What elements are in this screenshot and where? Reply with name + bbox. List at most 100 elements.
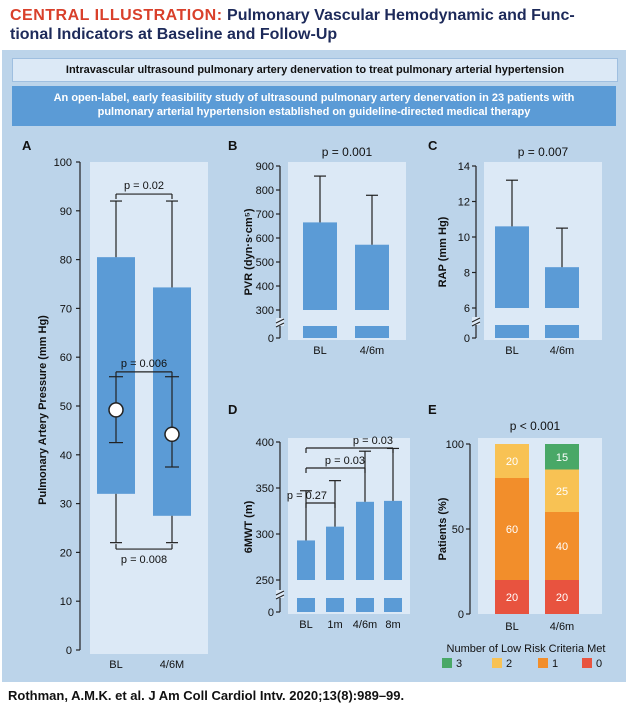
- panel-a-ytick-label: 50: [60, 401, 72, 413]
- panel-d-pvalue-2: p = 0.03: [353, 435, 393, 447]
- panel-e-segment-1-2: [545, 469, 579, 512]
- panel-d-ytick-label: 0: [268, 607, 274, 619]
- panel-b-ytick-label: 400: [256, 281, 274, 293]
- panel-d-xtick-label: 8m: [385, 619, 400, 631]
- panel-d-ylabel: 6MWT (m): [243, 500, 255, 553]
- panel-c-ylabel: RAP (mm Hg): [437, 216, 449, 287]
- panel-c-ytick-label: 0: [464, 333, 470, 345]
- panel-b-xtick-label: 4/6m: [360, 345, 384, 357]
- panel-c-bar-1: [545, 267, 579, 308]
- legend-swatch-0: [582, 658, 592, 668]
- panel-b-bar-base-1: [355, 326, 389, 338]
- panel-letter-E: E: [428, 402, 437, 417]
- panel-a-pvalue-2: p = 0.006: [121, 358, 167, 370]
- panel-a-pvalue-1: p = 0.02: [124, 180, 164, 192]
- panel-d-ytick-label: 250: [256, 575, 274, 587]
- panel-e-segment-1-3: [545, 444, 579, 470]
- header: CENTRAL ILLUSTRATION: Pulmonary Vascular…: [0, 0, 628, 46]
- panel-d-axis-gap: [276, 590, 284, 598]
- panel-e-xtick-label: BL: [505, 621, 518, 633]
- panel-d-xtick-label: 4/6m: [353, 619, 377, 631]
- legend-label-1: 1: [552, 658, 558, 670]
- panel-c-xtick-label: 4/6m: [550, 345, 574, 357]
- panel-d-pvalue-0: p = 0.27: [287, 490, 327, 502]
- panel-b-ytick-label: 600: [256, 233, 274, 245]
- illustration-label: CENTRAL ILLUSTRATION:: [10, 7, 223, 24]
- banner-study-description: An open-label, early feasibility study o…: [12, 86, 616, 126]
- panel-a-xtick-label: BL: [109, 659, 122, 671]
- banner-line-1: An open-label, early feasibility study o…: [53, 92, 575, 104]
- panel-letter-D: D: [228, 402, 237, 417]
- panel-e-segment-label: 60: [506, 524, 518, 536]
- panel-d-axis-break-1: [275, 590, 285, 596]
- panel-a-ytick-label: 60: [60, 352, 72, 364]
- legend-label-0: 0: [596, 658, 602, 670]
- illustration-title-text: Pulmonary Vascular Hemodynamic and Func-…: [10, 7, 575, 43]
- panel-d-bar-1: [326, 526, 344, 580]
- panel-e-ytick-label: 0: [458, 609, 464, 621]
- panel-a-ytick-label: 100: [54, 157, 72, 169]
- panel-e-segment-0-2: [495, 444, 529, 478]
- panel-letter-B: B: [228, 138, 237, 153]
- panel-a-pvalue-3: p = 0.008: [121, 554, 167, 566]
- panel-c-axis-gap: [472, 317, 480, 325]
- panel-e-segment-label: 40: [556, 541, 568, 553]
- panel-c-axis-break-2: [471, 321, 481, 327]
- panel-a-ytick-label: 30: [60, 499, 72, 511]
- panel-e-segment-1-1: [545, 512, 579, 580]
- panel-e-segment-0-1: [495, 478, 529, 580]
- panel-b-bar-1: [355, 244, 389, 310]
- legend-label-2: 2: [506, 658, 512, 670]
- panel-a-ytick-label: 0: [66, 645, 72, 657]
- panel-a-ylabel: Pulmonary Artery Pressure (mm Hg): [37, 315, 49, 505]
- panel-c-ytick-label: 14: [458, 161, 470, 173]
- panel-d-xtick-label: BL: [299, 619, 312, 631]
- panel-d-ytick-label: 300: [256, 529, 274, 541]
- panel-a-xtick-label: 4/6M: [160, 659, 184, 671]
- panel-a-ytick-label: 90: [60, 206, 72, 218]
- panel-c-title: p = 0.007: [518, 145, 569, 159]
- panel-c-ytick-label: 6: [464, 303, 470, 315]
- panel-c-xtick-label: BL: [505, 345, 518, 357]
- panel-d-bar-2: [356, 501, 374, 580]
- panel-b-ytick-label: 800: [256, 185, 274, 197]
- panel-e-segment-1-0: [545, 580, 579, 614]
- panel-a-ytick-label: 70: [60, 303, 72, 315]
- panel-d-bar-0: [297, 540, 315, 580]
- panel-e-xtick-label: 4/6m: [550, 621, 574, 633]
- panel-c-axis-break-1: [471, 317, 481, 323]
- panel-c-bar-base-0: [495, 325, 529, 338]
- panel-b-ytick-label: 900: [256, 161, 274, 173]
- legend-title: Number of Low Risk Criteria Met: [447, 643, 606, 655]
- panel-b-ytick-label: 500: [256, 257, 274, 269]
- panel-b-bar-0: [303, 222, 337, 310]
- panel-d-ytick-label: 400: [256, 437, 274, 449]
- legend-swatch-2: [492, 658, 502, 668]
- panel-e-ylabel: Patients (%): [437, 497, 449, 560]
- panel-d-axis-break-2: [275, 594, 285, 600]
- panel-d-ytick-label: 350: [256, 483, 274, 495]
- panel-letter-A: A: [22, 138, 32, 153]
- panel-d-bar-base-2: [356, 598, 374, 612]
- banner-line-2: pulmonary arterial hypertension establis…: [97, 106, 531, 118]
- panel-e-segment-label: 20: [506, 456, 518, 468]
- panel-e-segment-label: 20: [556, 592, 568, 604]
- panel-a-mean-marker-0: [108, 402, 124, 418]
- central-illustration-title: CENTRAL ILLUSTRATION: Pulmonary Vascular…: [10, 6, 610, 44]
- panel-d-xtick-label: 1m: [327, 619, 342, 631]
- panel-b-xtick-label: BL: [313, 345, 326, 357]
- panel-c-bar-0: [495, 226, 529, 308]
- panel-a-ytick-label: 40: [60, 450, 72, 462]
- panel-e-segment-label: 15: [556, 452, 568, 464]
- legend-label-3: 3: [456, 658, 462, 670]
- panel-b-axis-gap: [276, 318, 284, 326]
- panel-d-bar-base-1: [326, 598, 344, 612]
- panel-e-ytick-label: 50: [452, 524, 464, 536]
- panel-e-segment-0-0: [495, 580, 529, 614]
- panel-a-ytick-label: 10: [60, 596, 72, 608]
- legend-swatch-3: [442, 658, 452, 668]
- panel-e-title: p < 0.001: [510, 419, 561, 433]
- panel-c-ytick-label: 12: [458, 197, 470, 209]
- panel-c-ytick-label: 10: [458, 232, 470, 244]
